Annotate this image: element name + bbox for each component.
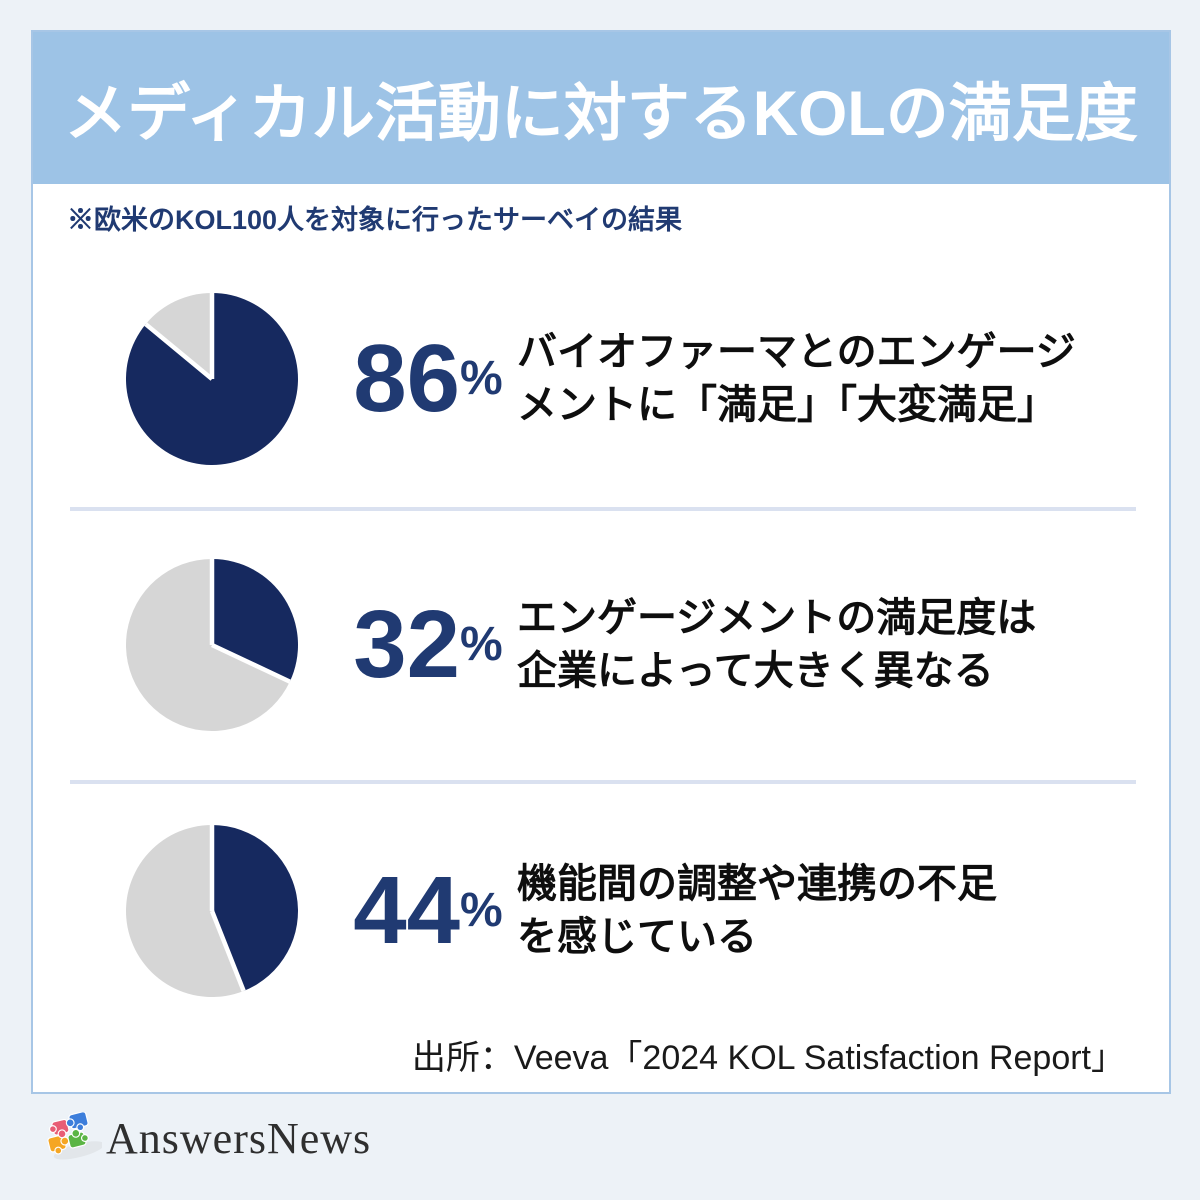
section-divider xyxy=(70,780,1136,784)
desc-line: を感じている xyxy=(517,915,757,959)
source-citation: 出所：Veeva「2024 KOL Satisfaction Report」 xyxy=(411,1039,1125,1077)
desc-line: 機能間の調整や連携の不足 xyxy=(517,862,997,907)
stat-value-44: 44% xyxy=(323,821,533,1001)
percent-sign: % xyxy=(460,352,503,405)
page-title: メディカル活動に対するKOLの満足度 xyxy=(64,78,1138,149)
stat-description-32: エンゲージメントの満足度は 企業によって大きく異なる xyxy=(517,555,1036,735)
stat-row-engagement-satisfied: 86% バイオファーマとのエンゲージ メントに「満足」「大変満足」 xyxy=(33,289,1169,469)
stat-value-86: 86% xyxy=(323,289,533,469)
stat-number: 32 xyxy=(353,591,461,698)
pie-chart-32 xyxy=(122,555,302,735)
stat-value-32: 32% xyxy=(323,555,533,735)
infographic-card: メディカル活動に対するKOLの満足度 ※欧米のKOL100人を対象に行ったサーベ… xyxy=(31,30,1171,1094)
pie-86-svg xyxy=(126,293,298,465)
answersnews-logo: AnswersNews xyxy=(44,1112,371,1164)
pie-32-svg xyxy=(126,559,298,731)
survey-note: ※欧米のKOL100人を対象に行ったサーベイの結果 xyxy=(67,205,683,235)
desc-line: バイオファーマとのエンゲージ xyxy=(517,330,1076,375)
stat-row-coordination-gap: 44% 機能間の調整や連携の不足 を感じている xyxy=(33,821,1169,1001)
section-divider xyxy=(70,507,1136,511)
stat-description-86: バイオファーマとのエンゲージ メントに「満足」「大変満足」 xyxy=(517,289,1076,469)
stat-description-44: 機能間の調整や連携の不足 を感じている xyxy=(517,821,997,1001)
puzzle-logo-icon xyxy=(47,1112,102,1160)
stat-number: 86 xyxy=(353,325,461,432)
desc-line: 企業によって大きく異なる xyxy=(517,649,994,693)
pie-44-svg xyxy=(126,825,298,997)
stat-row-varies-by-company: 32% エンゲージメントの満足度は 企業によって大きく異なる xyxy=(33,555,1169,735)
logo-wordmark: AnswersNews xyxy=(106,1113,372,1163)
desc-line: エンゲージメントの満足度は xyxy=(517,596,1037,641)
percent-sign: % xyxy=(460,884,503,937)
pie-chart-44 xyxy=(122,821,302,1001)
title-banner: メディカル活動に対するKOLの満足度 xyxy=(33,32,1169,184)
percent-sign: % xyxy=(460,618,503,671)
desc-line: メントに「満足」「大変満足」 xyxy=(517,383,1057,427)
stat-number: 44 xyxy=(353,857,461,964)
pie-chart-86 xyxy=(122,289,302,469)
